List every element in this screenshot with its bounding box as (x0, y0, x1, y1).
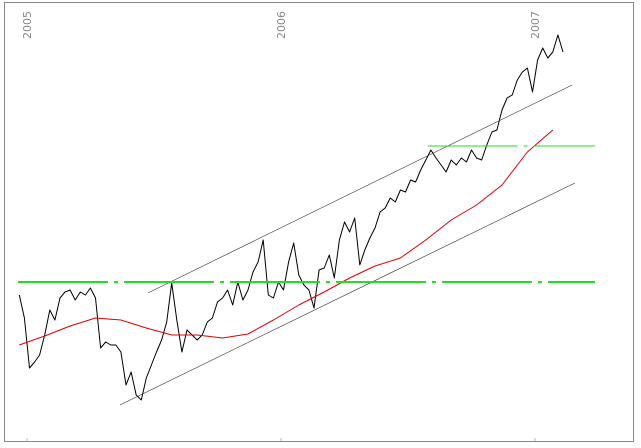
x-tick-label: 2007 (529, 11, 542, 39)
frame (4, 2, 634, 442)
x-tick-label: 2005 (21, 11, 34, 39)
x-tick-label: 2006 (275, 11, 288, 39)
series-line (19, 129, 554, 346)
series-line (18, 34, 564, 401)
series-line (147, 84, 573, 294)
series-line (119, 182, 576, 406)
